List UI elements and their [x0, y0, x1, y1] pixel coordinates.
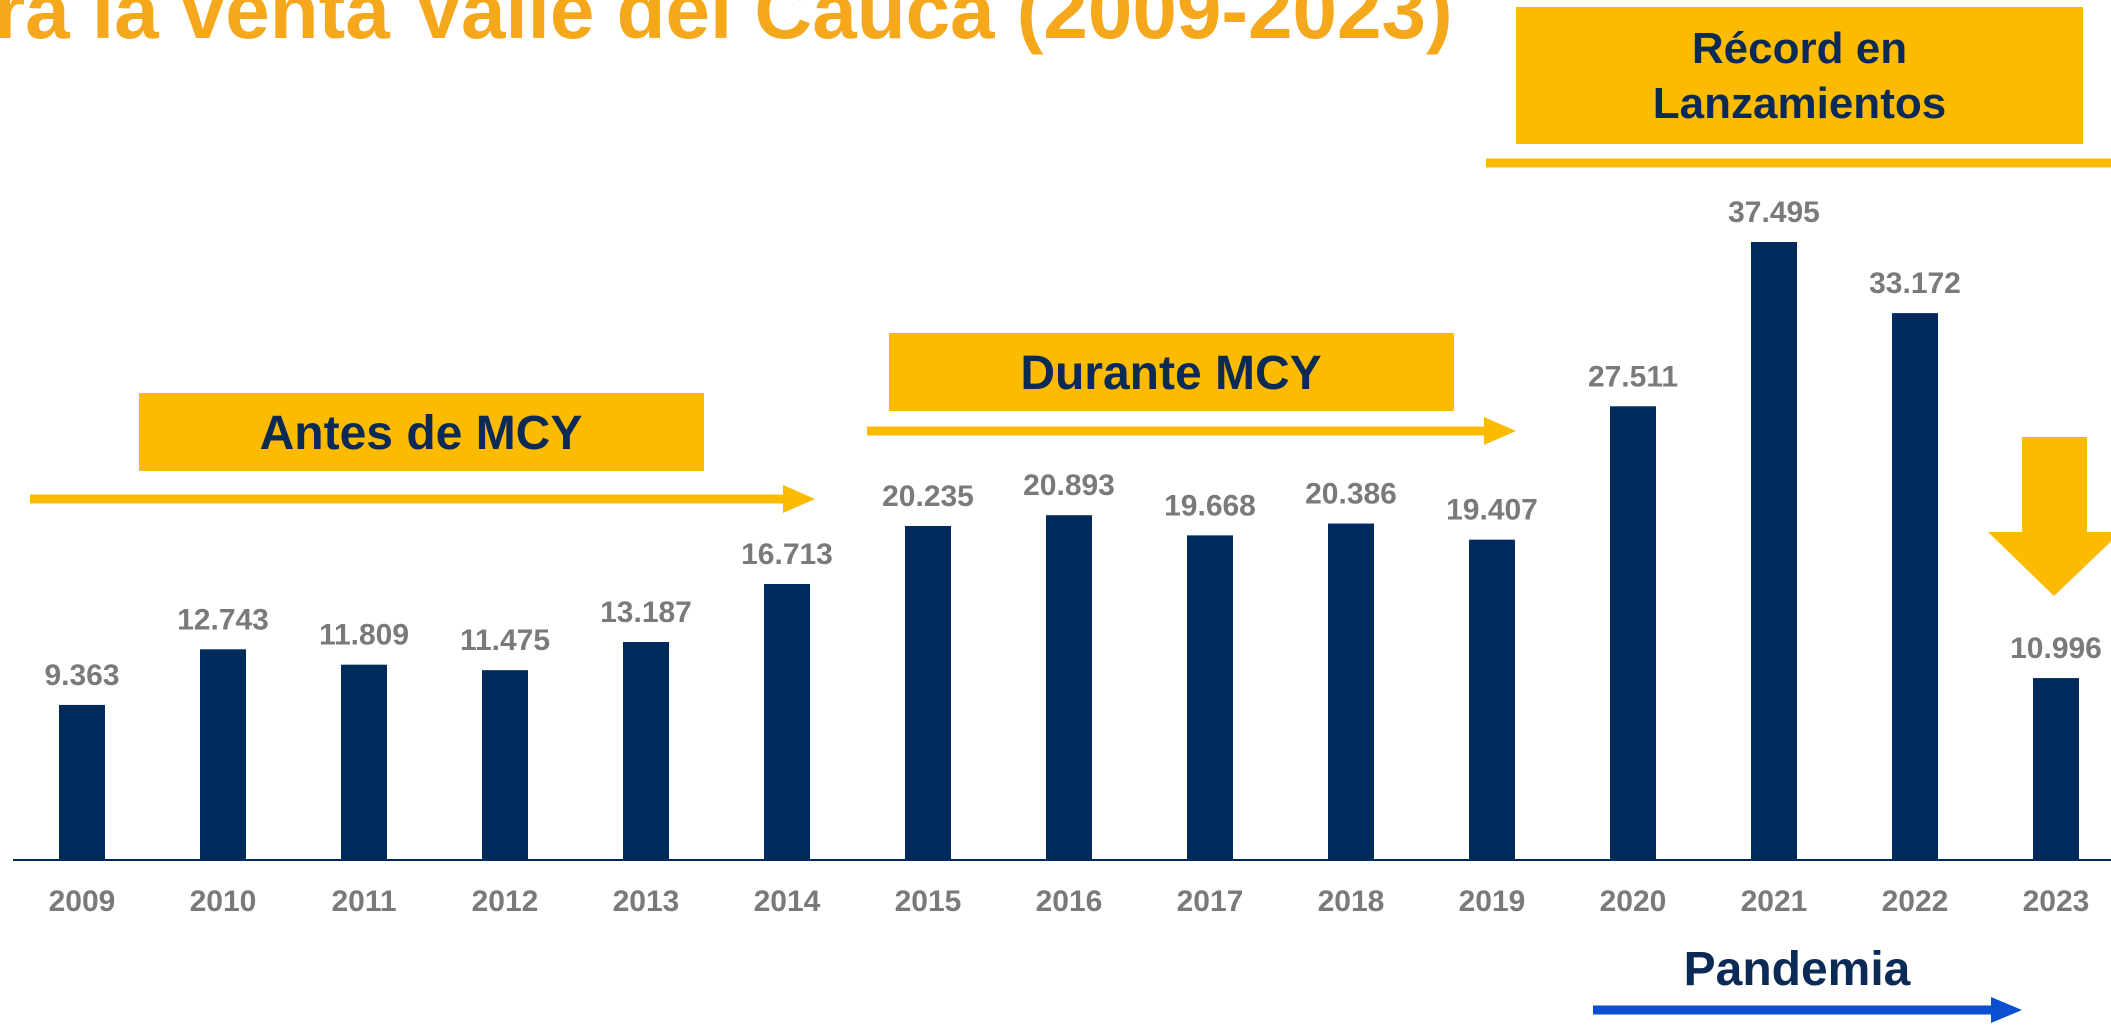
- annotation-box: [889, 333, 1454, 411]
- x-tick-label: 2010: [190, 885, 257, 918]
- x-tick-label: 2023: [2023, 885, 2090, 918]
- bar: [2033, 678, 2079, 859]
- bar: [1046, 515, 1092, 859]
- value-label: 11.475: [460, 624, 550, 657]
- bar: [623, 642, 669, 859]
- annotation-box: [139, 393, 704, 471]
- value-label: 10.996: [2010, 632, 2102, 665]
- annotation: Récord en Lanzamientos: [1652, 24, 1947, 128]
- value-label: 11.809: [319, 619, 409, 652]
- bar: [1187, 535, 1233, 859]
- value-label: 33.172: [1869, 267, 1961, 300]
- value-label: 12.743: [177, 603, 269, 636]
- x-tick-label: 2015: [895, 885, 962, 918]
- x-tick-label: 2014: [754, 885, 821, 918]
- annotation-wrap: Récord en Lanzamientos: [1652, 24, 1947, 128]
- x-tick-label: 2012: [472, 885, 539, 918]
- x-tick-label: 2022: [1882, 885, 1949, 918]
- annotation: Antes de MCY: [260, 407, 583, 460]
- bar: [1610, 406, 1656, 859]
- bar: [59, 704, 105, 859]
- x-tick-label: 2011: [331, 885, 396, 918]
- value-label: 37.495: [1728, 196, 1820, 229]
- value-label: 16.713: [741, 538, 833, 571]
- bar: [905, 526, 951, 859]
- annotation-box: [1516, 7, 2083, 144]
- bar: [1328, 523, 1374, 859]
- bar: [764, 583, 810, 859]
- value-label: 27.511: [1588, 360, 1678, 393]
- arrow-head: [1991, 997, 2022, 1023]
- bar: [1469, 539, 1515, 859]
- x-tick-label: 2020: [1600, 885, 1667, 918]
- value-label: 13.187: [600, 596, 692, 629]
- arrow-head: [783, 485, 815, 513]
- bar: [1892, 313, 1938, 860]
- x-tick-label: 2016: [1036, 885, 1103, 918]
- x-tick-label: 2021: [1741, 885, 1808, 918]
- x-tick-label: 2013: [613, 885, 680, 918]
- x-tick-label: 2019: [1459, 885, 1526, 918]
- value-label: 19.668: [1164, 489, 1256, 522]
- x-tick-label: 2018: [1318, 885, 1385, 918]
- value-label: 20.893: [1023, 469, 1115, 502]
- bar: [1751, 242, 1797, 859]
- bar: [200, 649, 246, 859]
- down-arrow: [2022, 437, 2087, 533]
- x-tick-label: 2009: [49, 885, 116, 918]
- value-label: 20.235: [882, 480, 974, 513]
- bar: [482, 670, 528, 859]
- value-label: 9.363: [44, 659, 119, 692]
- x-tick-label: 2017: [1177, 885, 1244, 918]
- annotation: Durante MCY: [1020, 347, 1321, 400]
- chart-title: ra la venta Valle del Cauca (2009-2023): [0, 0, 1453, 55]
- value-label: 20.386: [1305, 478, 1397, 511]
- arrow-head: [1484, 417, 1516, 445]
- value-label: 19.407: [1446, 494, 1538, 527]
- bar: [341, 664, 387, 859]
- annotation: Pandemia: [1684, 943, 1911, 996]
- down-arrow-head: [1988, 532, 2111, 596]
